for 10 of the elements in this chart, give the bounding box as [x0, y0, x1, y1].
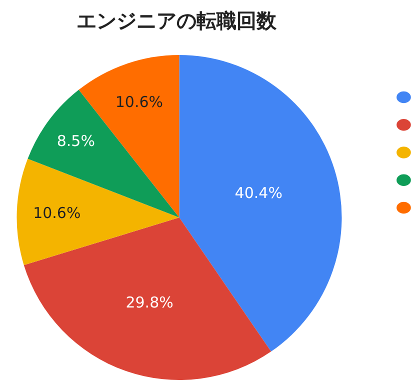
pie-slice	[24, 218, 272, 380]
chart-title: エンジニアの転職回数	[76, 8, 278, 33]
pie-slice	[28, 90, 180, 218]
pie-slice	[179, 55, 342, 352]
data-label: 10.6%	[33, 204, 81, 222]
data-label: 40.4%	[234, 184, 282, 202]
data-label: 8.5%	[56, 132, 95, 150]
data-label: 29.8%	[126, 293, 174, 312]
pie-slice	[16, 158, 180, 266]
data-label: 10.6%	[115, 92, 164, 111]
